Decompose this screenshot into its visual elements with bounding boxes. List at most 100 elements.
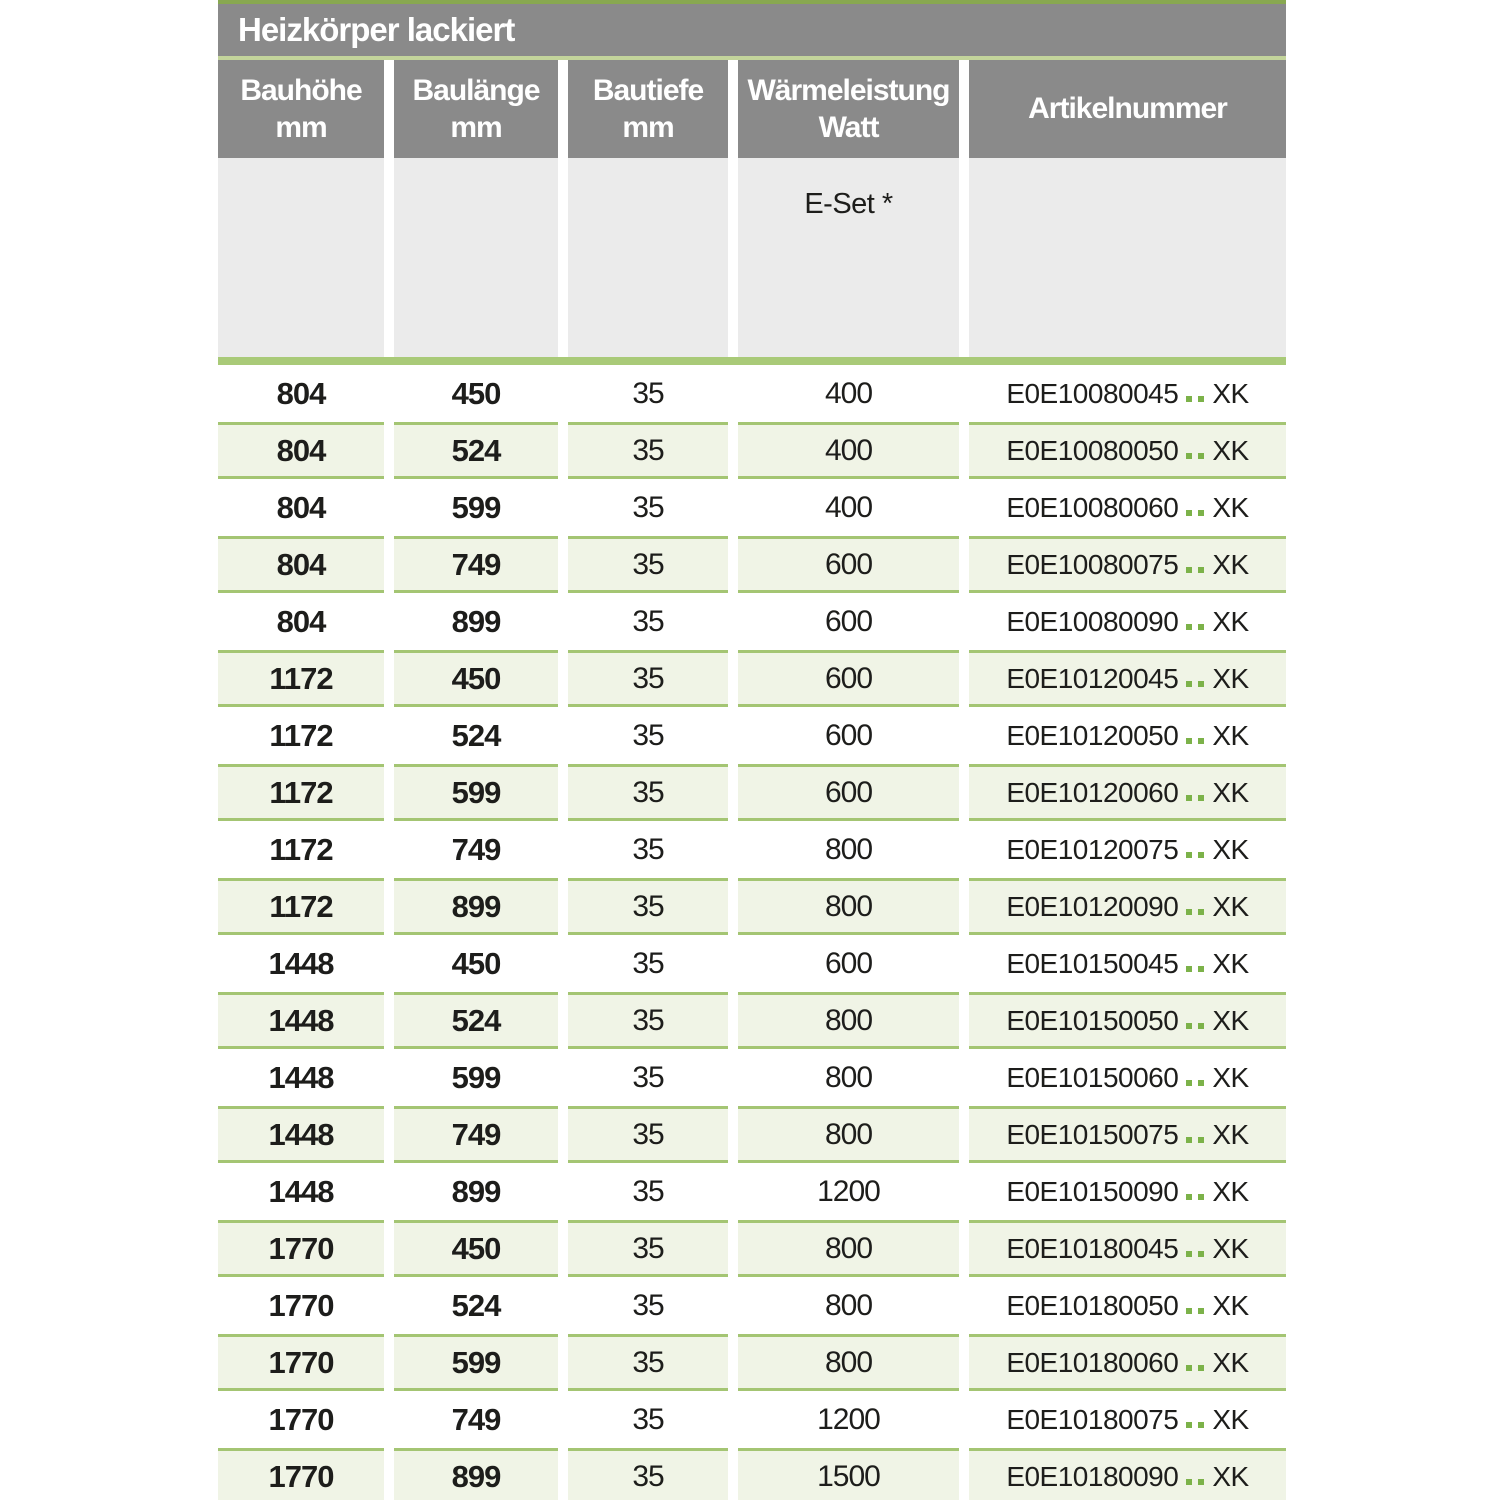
column-header-artikelnummer: Artikelnummer: [969, 60, 1286, 158]
cell-bautiefe: 35: [568, 992, 728, 1049]
artikel-code: E0E10120050: [1006, 719, 1179, 751]
artikel-suffix: XK: [1212, 947, 1249, 979]
artikel-suffix: XK: [1212, 491, 1249, 523]
table-row: 1448 524 35 800 E0E10150050 XK: [218, 992, 1286, 1049]
cell-bauhoehe: 1770: [268, 1401, 335, 1437]
green-dot-icon: [1186, 1421, 1193, 1428]
table-body: 804 450 35 400 E0E10080045 XK 804 524 35 400 E0E10…: [218, 365, 1286, 1500]
green-dot-icon: [1198, 623, 1205, 630]
artikelnummer: E0E10180060 XK: [1006, 1347, 1249, 1379]
artikel-code: E0E10080060: [1006, 491, 1179, 523]
artikel-code: E0E10120075: [1006, 833, 1179, 865]
cell-waermeleistung: 400: [824, 376, 873, 410]
cell-waermeleistung: 400: [824, 490, 873, 524]
cell-waermeleistung: 400: [738, 422, 959, 479]
cell-waermeleistung: 1200: [817, 1402, 881, 1436]
eset-label: E-Set *: [804, 188, 893, 220]
column-header-baulaenge: Baulänge mm: [394, 60, 558, 158]
green-dot-icon: [1198, 737, 1205, 744]
table-row: 1770 749 35 1200 E0E10180075 XK: [218, 1391, 1286, 1448]
green-dot-icon: [1198, 509, 1205, 516]
cell-bauhoehe: 1770: [218, 1334, 384, 1391]
artikelnummer: E0E10180045 XK: [1006, 1232, 1249, 1265]
cell-bautiefe: 35: [632, 1174, 664, 1208]
green-dot-icon: [1198, 1364, 1205, 1371]
cell-baulaenge: 450: [451, 945, 502, 981]
artikel-code: E0E10120090: [1006, 890, 1179, 922]
artikel-suffix: XK: [1212, 605, 1249, 637]
cell-waermeleistung: 600: [824, 946, 873, 980]
column-label: Bauhöhe: [240, 73, 362, 107]
green-dot-icon: [1186, 1478, 1193, 1485]
artikel-suffix: XK: [1212, 1004, 1249, 1036]
cell-baulaenge: 599: [394, 1334, 558, 1391]
cell-baulaenge: 899: [451, 1173, 502, 1209]
cell-bautiefe: 35: [632, 1060, 664, 1094]
cell-artikelnummer: E0E10080050 XK: [969, 422, 1286, 479]
artikelnummer: E0E10150050 XK: [1006, 1004, 1249, 1037]
green-dot-icon: [1186, 452, 1193, 459]
cell-bauhoehe: 1448: [268, 1059, 335, 1095]
cell-artikelnummer: E0E10150045 XK: [969, 935, 1286, 992]
artikel-suffix: XK: [1212, 548, 1249, 580]
table-row: 1770 899 35 1500 E0E10180090 XK: [218, 1448, 1286, 1500]
cell-waermeleistung: 800: [824, 832, 873, 866]
green-dot-icon: [1198, 965, 1205, 972]
accent-line-under-title: [218, 56, 1286, 60]
cell-artikelnummer: E0E10150050 XK: [969, 992, 1286, 1049]
cell-artikelnummer: E0E10120090 XK: [969, 878, 1286, 935]
column-header-bauhoehe: Bauhöhe mm: [218, 60, 384, 158]
cell-bautiefe: 35: [632, 1402, 664, 1436]
cell-bauhoehe: 1172: [269, 717, 333, 753]
cell-bautiefe: 35: [568, 1106, 728, 1163]
cell-bautiefe: 35: [568, 1448, 728, 1500]
cell-artikelnummer: E0E10120060 XK: [969, 764, 1286, 821]
cell-bauhoehe: 1172: [269, 831, 333, 867]
artikel-code: E0E10180045: [1006, 1232, 1179, 1264]
artikel-suffix: XK: [1212, 1232, 1249, 1264]
artikelnummer: E0E10120060 XK: [1006, 777, 1249, 809]
cell-waermeleistung: 800: [738, 878, 959, 935]
cell-bautiefe: 35: [568, 422, 728, 479]
artikel-suffix: XK: [1212, 377, 1249, 409]
subheader-cell-artikelnummer: [969, 158, 1286, 357]
cell-artikelnummer: E0E10180090 XK: [969, 1448, 1286, 1500]
cell-waermeleistung: 800: [824, 1060, 873, 1094]
table-row: 804 599 35 400 E0E10080060 XK: [218, 479, 1286, 536]
cell-bauhoehe: 1448: [268, 1173, 335, 1209]
cell-artikelnummer: E0E10080090 XK: [969, 593, 1286, 650]
cell-baulaenge: 524: [451, 717, 502, 753]
green-dot-icon: [1186, 1136, 1193, 1143]
cell-bauhoehe: 1172: [218, 878, 384, 935]
green-dot-icon: [1186, 851, 1193, 858]
column-label: Bautiefe: [592, 73, 704, 107]
cell-bauhoehe: 1770: [218, 1220, 384, 1277]
table-row: 1448 450 35 600 E0E10150045 XK: [218, 935, 1286, 992]
cell-bauhoehe: 804: [276, 375, 327, 411]
cell-bauhoehe: 1172: [218, 650, 384, 707]
green-dot-icon: [1198, 1250, 1205, 1257]
artikel-code: E0E10080045: [1006, 377, 1179, 409]
table-row: 1172 524 35 600 E0E10120050 XK: [218, 707, 1286, 764]
header-row: Bauhöhe mm Baulänge mm Bautiefe mm Wärme…: [218, 60, 1286, 158]
cell-artikelnummer: E0E10180075 XK: [969, 1391, 1286, 1448]
artikelnummer: E0E10150060 XK: [1006, 1062, 1249, 1094]
cell-bauhoehe: 1770: [218, 1448, 384, 1500]
cell-baulaenge: 599: [394, 764, 558, 821]
artikel-code: E0E10080090: [1006, 605, 1179, 637]
table-row: 1172 599 35 600 E0E10120060 XK: [218, 764, 1286, 821]
cell-artikelnummer: E0E10120050 XK: [969, 707, 1286, 764]
cell-baulaenge: 749: [394, 536, 558, 593]
cell-bautiefe: 35: [568, 536, 728, 593]
green-dot-icon: [1198, 680, 1205, 687]
artikelnummer: E0E10120045 XK: [1006, 663, 1249, 695]
cell-waermeleistung: 600: [824, 718, 873, 752]
green-dot-icon: [1186, 737, 1193, 744]
cell-baulaenge: 599: [451, 1059, 502, 1095]
artikelnummer: E0E10120090 XK: [1006, 890, 1249, 923]
artikel-code: E0E10150075: [1006, 1118, 1179, 1150]
column-header-waermeleistung: Wärmeleistung Watt: [738, 60, 959, 158]
artikel-suffix: XK: [1212, 833, 1249, 865]
green-dot-icon: [1198, 1022, 1205, 1029]
column-label: Artikelnummer: [1028, 92, 1228, 126]
